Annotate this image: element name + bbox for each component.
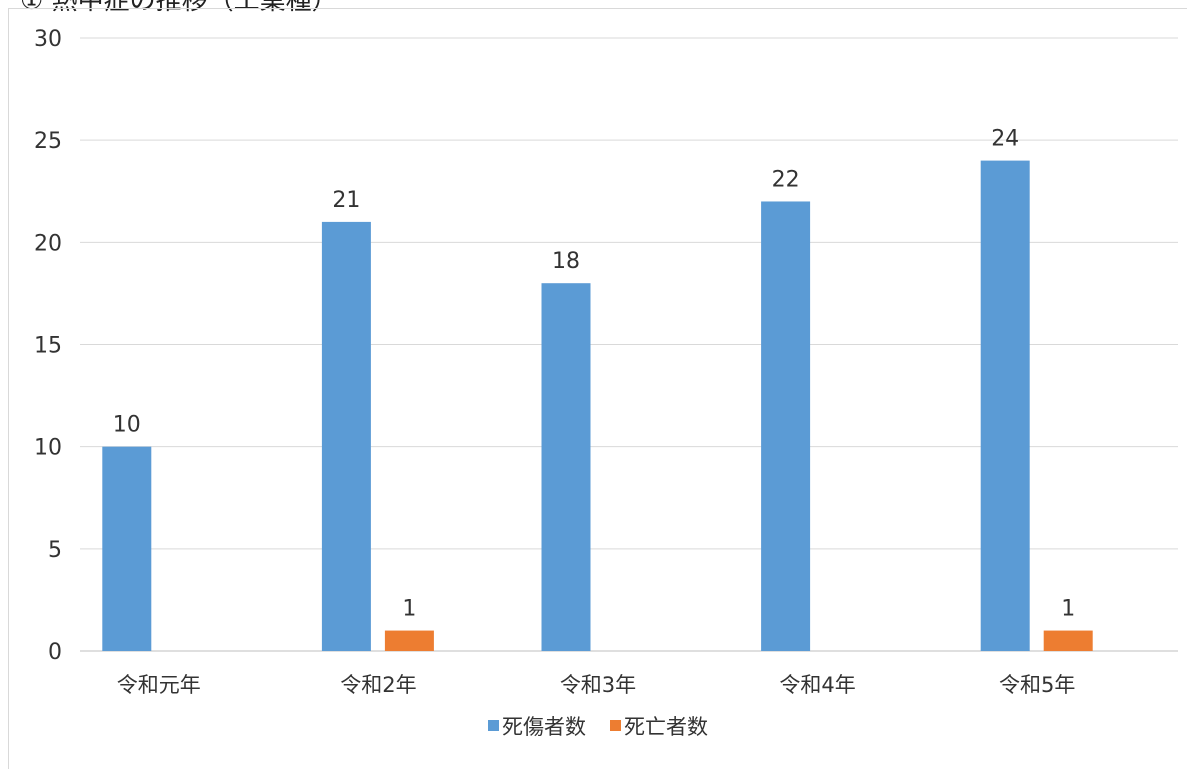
data-label: 10 — [113, 413, 141, 438]
x-category-label: 令和5年 — [999, 673, 1075, 697]
bar-casualties — [541, 283, 591, 651]
x-category-label: 令和4年 — [779, 673, 855, 697]
bar-casualties — [321, 221, 371, 651]
x-category-label: 令和2年 — [340, 673, 416, 697]
bar-casualties — [102, 446, 152, 651]
x-category-label: 令和3年 — [560, 673, 636, 697]
bar-casualties — [761, 201, 811, 651]
bar-deaths — [1043, 630, 1093, 651]
y-tick-label: 0 — [48, 640, 62, 665]
y-tick-label: 30 — [34, 27, 62, 52]
bar-deaths — [384, 630, 434, 651]
legend-label: 死傷者数 — [502, 715, 586, 739]
x-category-label: 令和元年 — [117, 673, 201, 697]
y-tick-label: 10 — [34, 436, 62, 461]
data-label: 18 — [552, 249, 580, 274]
chart-frame — [8, 8, 1187, 769]
legend-swatch-casualties — [488, 720, 499, 731]
y-tick-label: 20 — [34, 231, 62, 256]
legend-swatch-deaths — [610, 720, 621, 731]
data-label: 1 — [1061, 597, 1075, 622]
data-label: 22 — [772, 167, 800, 192]
y-tick-label: 15 — [34, 334, 62, 359]
legend-label: 死亡者数 — [624, 715, 708, 739]
data-label: 24 — [991, 127, 1019, 152]
y-tick-label: 5 — [48, 538, 62, 563]
data-label: 21 — [332, 188, 360, 213]
bar-casualties — [980, 160, 1030, 651]
y-tick-label: 25 — [34, 129, 62, 154]
data-label: 1 — [402, 597, 416, 622]
